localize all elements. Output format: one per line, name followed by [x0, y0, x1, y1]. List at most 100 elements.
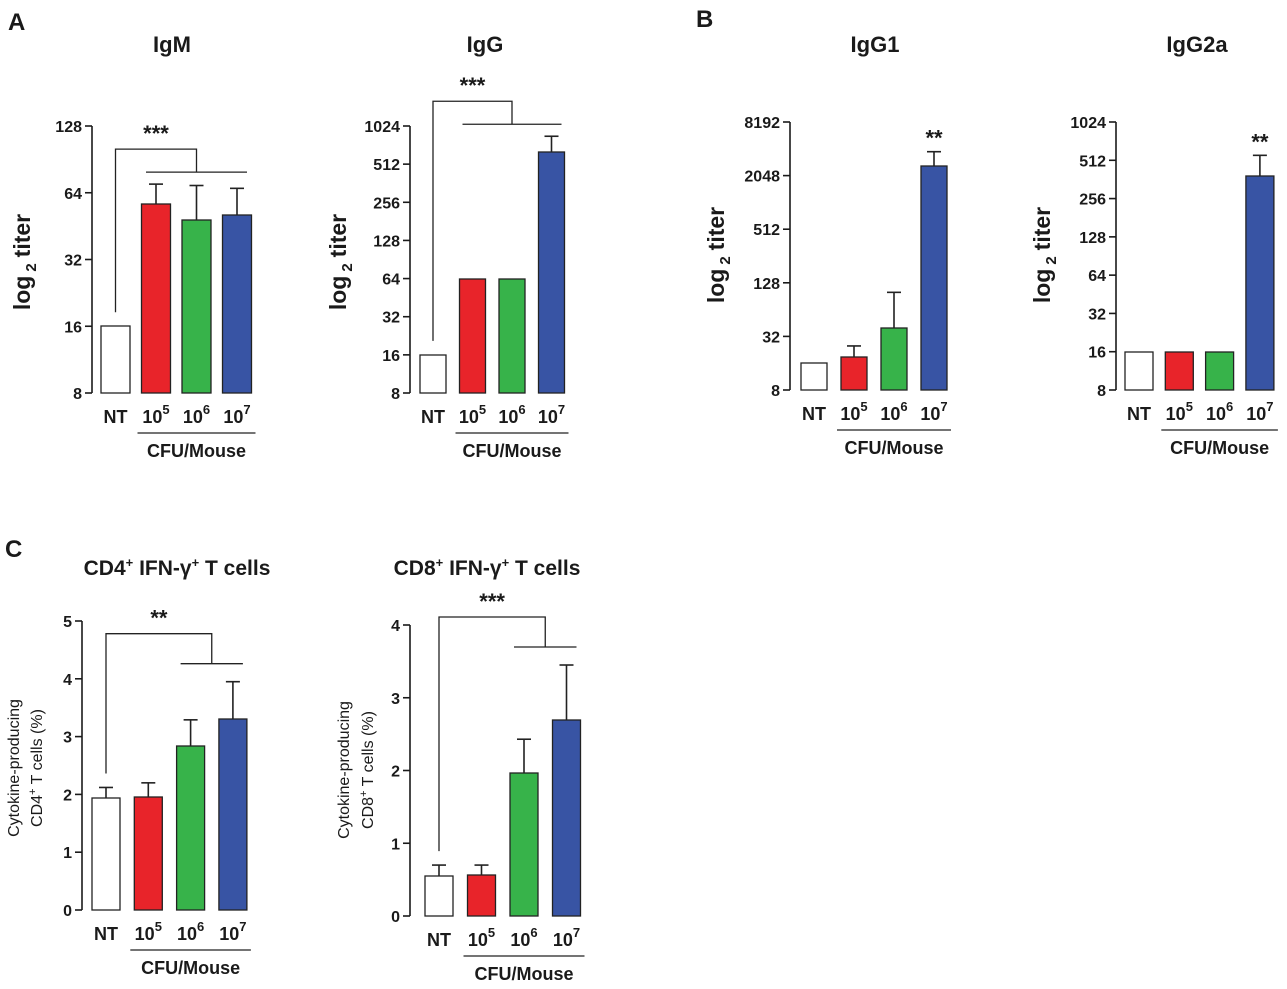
y-tick-label: 32 [762, 329, 780, 346]
x-tick-label: NT [427, 930, 451, 950]
y-tick-label: 1 [391, 836, 400, 853]
significance-label: ** [925, 126, 943, 151]
significance-bracket [105, 633, 213, 774]
bar-3 [181, 219, 212, 394]
y-tick-label: 32 [382, 310, 400, 327]
bar-3 [1204, 351, 1235, 391]
bar-3 [509, 772, 539, 917]
y-tick-label: 0 [391, 909, 400, 926]
y-tick-label: 512 [1079, 153, 1106, 170]
y-tick-label: 32 [64, 253, 82, 270]
x-tick-label: 107 [219, 919, 246, 944]
significance-label: ** [1251, 129, 1269, 154]
y-tick-label: 16 [64, 319, 82, 336]
bar-1 [424, 875, 454, 917]
y-tick-label: 5 [63, 614, 72, 631]
x-tick-label: NT [1127, 404, 1151, 424]
x-tick-label: 106 [510, 925, 537, 950]
y-tick-label: 128 [753, 276, 780, 293]
y-tick-label: 3 [391, 691, 400, 708]
panel-label: A [8, 9, 25, 36]
y-tick-label: 512 [753, 222, 780, 239]
y-tick-label: 64 [64, 186, 82, 203]
chart-title: IgG [467, 32, 504, 57]
x-tick-label: 107 [553, 925, 580, 950]
x-tick-label: 105 [1166, 399, 1193, 424]
y-tick-label: 8192 [744, 115, 780, 132]
x-group-label: CFU/Mouse [147, 441, 246, 461]
panel-label: B [696, 6, 713, 33]
y-tick-label: 128 [373, 233, 400, 250]
bar-4 [537, 151, 566, 394]
y-axis-label-line1: Cytokine-producing [336, 701, 353, 839]
chart-panel-6: CD8+ IFN-γ+ T cells Cytokine-producing CD8… [336, 555, 585, 984]
bar-4 [920, 165, 948, 391]
y-tick-label: 2 [63, 787, 72, 804]
y-tick-label: 8 [1097, 383, 1106, 400]
bar-4 [551, 719, 582, 917]
x-group-label: CFU/Mouse [141, 958, 240, 978]
y-tick-label: 512 [373, 157, 400, 174]
chart-panel-1: A IgM log2titer 8 16 32 64 128 NT 105 106 107 CFU/Mo… [8, 9, 256, 461]
y-tick-label: 256 [1079, 192, 1106, 209]
x-tick-label: 105 [135, 919, 162, 944]
y-axis-label: log2titer [1029, 207, 1060, 303]
bar-1 [419, 354, 447, 394]
bar-2 [840, 356, 868, 391]
x-group-label: CFU/Mouse [1170, 438, 1269, 458]
bar-2 [140, 203, 172, 394]
y-axis-label: log2titer [9, 214, 40, 310]
bar-1 [800, 362, 828, 391]
y-axis-label-line1: Cytokine-producing [6, 699, 23, 837]
y-axis-label-line2: CD4+ T cells (%) [27, 709, 46, 827]
bar-3 [175, 745, 206, 911]
x-tick-label: NT [104, 407, 128, 427]
x-tick-label: NT [94, 924, 118, 944]
y-tick-label: 1 [63, 845, 72, 862]
x-tick-label: 105 [142, 402, 169, 427]
bar-2 [1164, 351, 1194, 391]
y-tick-label: 256 [373, 195, 400, 212]
y-tick-label: 16 [1088, 345, 1106, 362]
x-tick-label: 107 [1246, 399, 1273, 424]
x-tick-label: 105 [840, 399, 867, 424]
x-tick-label: 106 [177, 919, 204, 944]
chart-title: IgM [153, 32, 191, 57]
y-tick-label: 32 [1088, 306, 1106, 323]
x-tick-label: 105 [468, 925, 495, 950]
chart-title: IgG2a [1166, 32, 1228, 57]
chart-title: CD8+ IFN-γ+ T cells [394, 555, 581, 580]
bar-1 [91, 797, 121, 911]
significance-bracket [114, 148, 198, 313]
significance-label: *** [479, 589, 505, 614]
y-tick-label: 4 [63, 672, 72, 689]
x-tick-label: NT [802, 404, 826, 424]
significance-bracket [438, 616, 546, 852]
chart-panel-4: IgG2a log2titer 8 16 32 64 128 256 512 1024 NT 105 1… [1029, 32, 1278, 458]
bar-3 [880, 327, 908, 391]
x-group-label: CFU/Mouse [475, 964, 574, 984]
y-tick-label: 64 [1088, 268, 1106, 285]
significance-label: ** [150, 606, 168, 631]
x-tick-label: 106 [183, 402, 210, 427]
y-axis-label: log2titer [325, 214, 356, 310]
y-tick-label: 8 [771, 383, 780, 400]
chart-panel-5: C CD4+ IFN-γ+ T cells Cytokine-producing CD… [5, 536, 270, 978]
x-tick-label: 107 [920, 399, 947, 424]
y-tick-label: 128 [55, 119, 82, 136]
y-tick-label: 8 [73, 386, 82, 403]
significance-bracket [432, 100, 513, 341]
bar-3 [498, 278, 526, 394]
chart-title: IgG1 [851, 32, 900, 57]
bar-1 [1124, 351, 1154, 391]
y-axis-label-line2: CD8+ T cells (%) [358, 711, 377, 829]
y-tick-label: 64 [382, 272, 400, 289]
chart-panel-2: IgG log2titer 8 16 32 64 128 256 512 1024 NT 105 106… [325, 32, 569, 461]
x-tick-label: 106 [880, 399, 907, 424]
x-group-label: CFU/Mouse [845, 438, 944, 458]
chart-title: CD4+ IFN-γ+ T cells [84, 555, 271, 580]
y-tick-label: 1024 [364, 119, 400, 136]
panel-label: C [5, 536, 22, 563]
bar-2 [133, 796, 163, 911]
